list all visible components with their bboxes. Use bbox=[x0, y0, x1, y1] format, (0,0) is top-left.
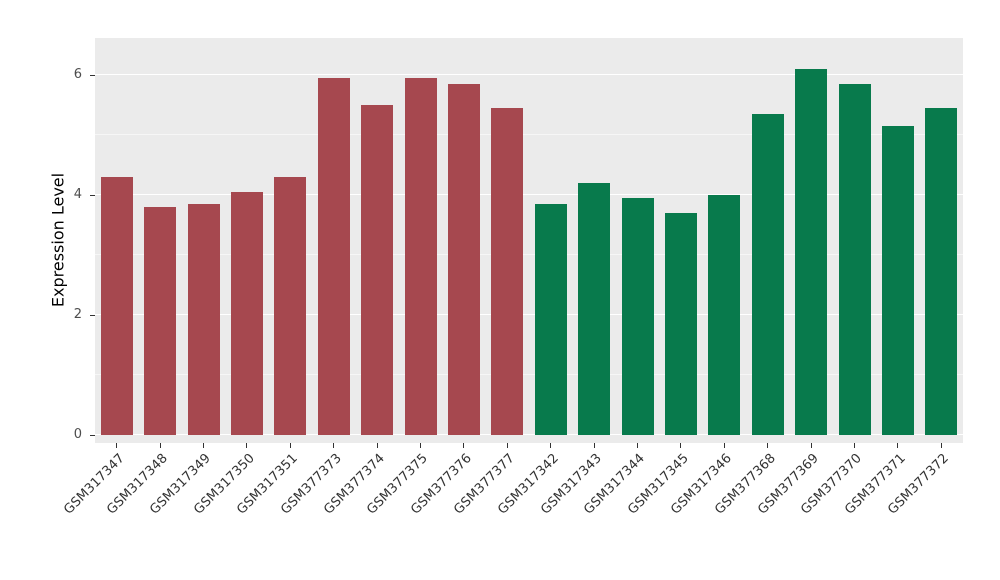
y-axis: 0 2 4 6 bbox=[0, 38, 95, 443]
y-tick-mark bbox=[90, 435, 95, 436]
y-tick-label: 2 bbox=[73, 307, 82, 322]
x-tick-mark bbox=[506, 443, 508, 448]
bar bbox=[578, 183, 611, 435]
x-tick-mark bbox=[854, 443, 855, 448]
x-tick-mark bbox=[376, 443, 378, 448]
bar bbox=[144, 207, 177, 435]
plot-panel bbox=[95, 38, 963, 443]
x-tick-mark bbox=[463, 443, 465, 448]
gridline-minor bbox=[95, 254, 963, 255]
bar bbox=[751, 114, 784, 435]
y-tick-mark bbox=[90, 195, 95, 196]
bar bbox=[317, 78, 350, 435]
gridline-major bbox=[95, 74, 963, 75]
bar bbox=[274, 177, 307, 435]
gridline-minor bbox=[95, 374, 963, 375]
gridline-major bbox=[95, 314, 963, 315]
x-tick-mark bbox=[333, 443, 335, 448]
y-tick-label: 0 bbox=[73, 427, 82, 442]
gridline-major bbox=[95, 194, 963, 195]
bar bbox=[925, 108, 958, 435]
x-tick-mark bbox=[810, 443, 812, 448]
x-tick-mark bbox=[897, 443, 899, 448]
x-tick-mark bbox=[203, 443, 204, 448]
x-tick-mark bbox=[159, 443, 161, 448]
y-tick-label: 6 bbox=[73, 67, 82, 82]
bar bbox=[795, 69, 828, 435]
y-tick-mark bbox=[90, 75, 95, 76]
x-tick-mark bbox=[680, 443, 682, 448]
x-tick-mark bbox=[767, 443, 769, 448]
x-axis: GSM317347 GSM317348 GSM317349 GSM317350 GSM3… bbox=[61, 443, 963, 573]
bar bbox=[534, 204, 567, 435]
y-tick-label: 4 bbox=[73, 187, 82, 202]
bar bbox=[491, 108, 524, 435]
bar bbox=[838, 84, 871, 435]
bar bbox=[100, 177, 133, 435]
y-tick-mark bbox=[90, 315, 95, 316]
gridline-major bbox=[95, 434, 963, 435]
x-tick-mark bbox=[940, 443, 942, 448]
bar bbox=[621, 198, 654, 435]
bar bbox=[361, 105, 394, 435]
bar bbox=[708, 195, 741, 435]
x-tick-mark bbox=[116, 443, 118, 448]
x-tick-mark bbox=[637, 443, 638, 448]
x-tick-mark bbox=[550, 443, 552, 448]
bar bbox=[664, 213, 697, 435]
bar bbox=[404, 78, 437, 435]
bar bbox=[447, 84, 480, 435]
x-tick-mark bbox=[723, 443, 725, 448]
x-tick-mark bbox=[420, 443, 421, 448]
x-tick-mark bbox=[246, 443, 248, 448]
x-tick-mark bbox=[593, 443, 595, 448]
bar bbox=[187, 204, 220, 435]
x-tick-mark bbox=[289, 443, 291, 448]
bar bbox=[881, 126, 914, 435]
bar bbox=[230, 192, 263, 435]
gridline-minor bbox=[95, 134, 963, 135]
